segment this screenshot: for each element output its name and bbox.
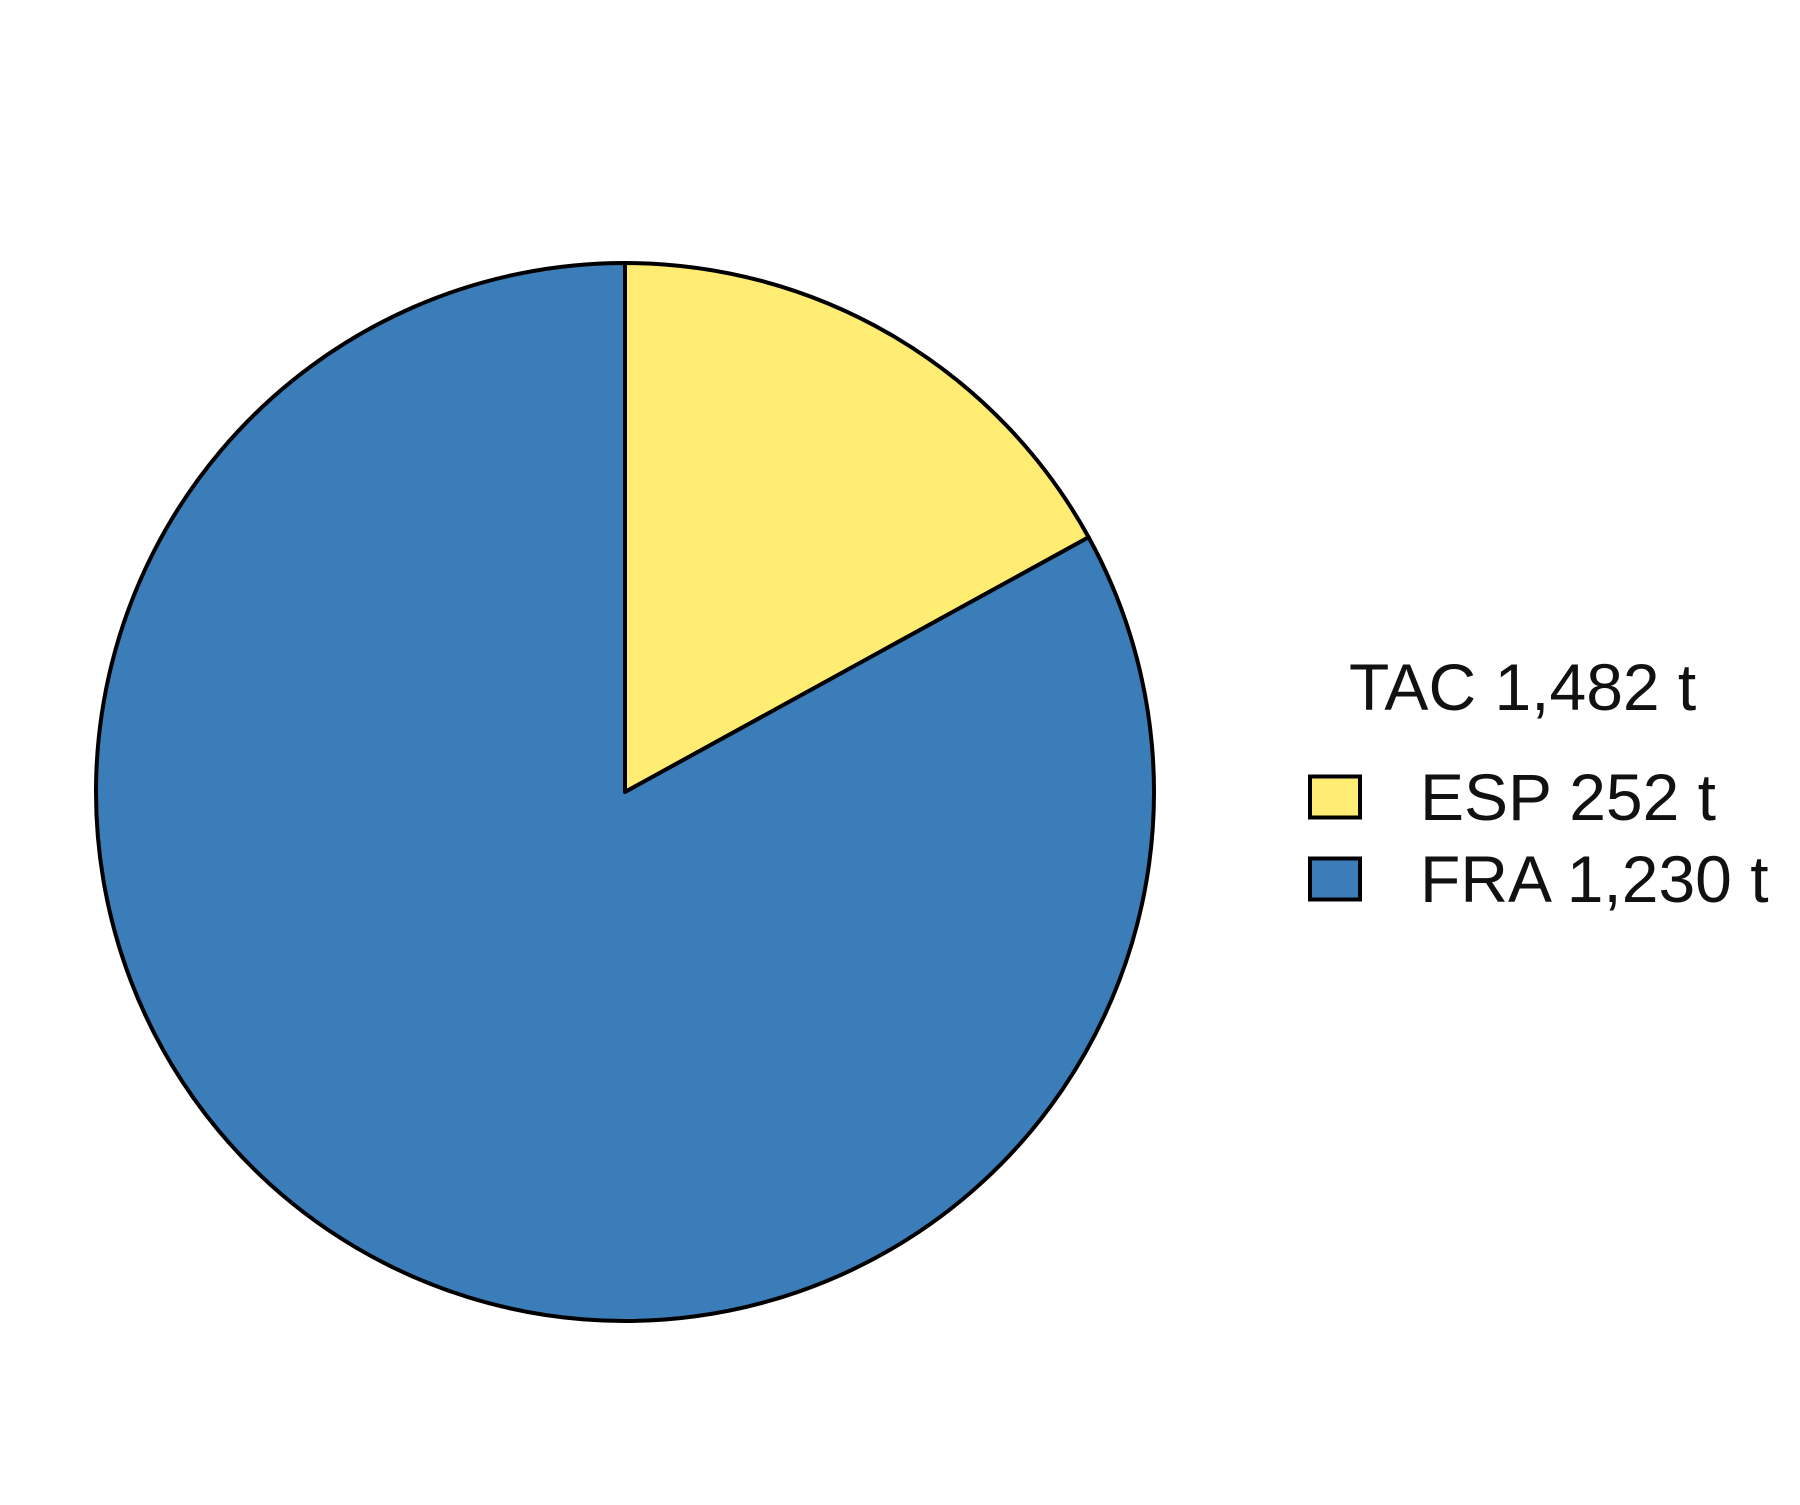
pie-slice-0 (623, 261, 1091, 794)
legend-title: TAC 1,482 t (1349, 650, 1696, 724)
legend-key-1 (1308, 856, 1362, 902)
legend-key-0 (1308, 774, 1362, 820)
legend: TAC 1,482 t ESP 252 t FRA 1,230 t (1308, 650, 1769, 916)
legend-items: ESP 252 t FRA 1,230 t (1308, 760, 1769, 916)
pie-slices (94, 261, 1156, 1323)
pie-slice-1 (94, 261, 1156, 1323)
legend-label-0: ESP 252 t (1420, 760, 1716, 834)
legend-label-1: FRA 1,230 t (1420, 842, 1769, 916)
